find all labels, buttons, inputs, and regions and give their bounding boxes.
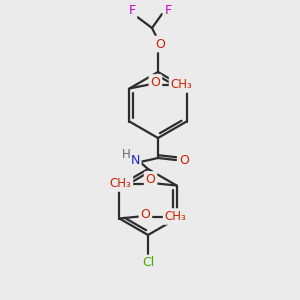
Text: CH₃: CH₃ xyxy=(110,177,131,190)
Text: Cl: Cl xyxy=(142,256,154,269)
Text: O: O xyxy=(146,173,155,186)
Text: CH₃: CH₃ xyxy=(170,78,192,91)
Text: O: O xyxy=(151,76,160,89)
Text: F: F xyxy=(164,4,172,16)
Text: H: H xyxy=(122,148,130,160)
Text: CH₃: CH₃ xyxy=(164,210,186,223)
Text: O: O xyxy=(155,38,165,50)
Text: O: O xyxy=(179,154,189,166)
Text: O: O xyxy=(140,208,150,221)
Text: F: F xyxy=(128,4,136,16)
Text: N: N xyxy=(130,154,140,166)
